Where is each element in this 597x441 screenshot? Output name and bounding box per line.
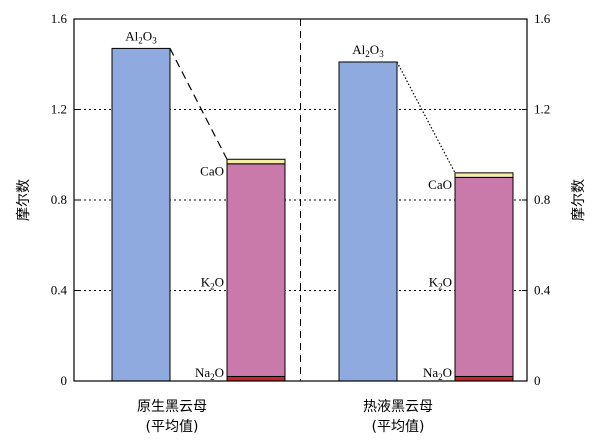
connectors xyxy=(169,48,456,174)
label-na2o: Na2O xyxy=(423,365,452,382)
y-tick-label-left: 1.6 xyxy=(51,11,68,26)
category-sublabel: (平均值) xyxy=(372,419,425,435)
label-k2o: K2O xyxy=(429,275,452,292)
label-al2o3: Al2O3 xyxy=(125,28,157,45)
bar-na2o xyxy=(226,375,286,382)
category-label: 热液黑云母 xyxy=(363,399,433,415)
bar-cao xyxy=(454,172,514,178)
connector-line xyxy=(169,48,228,160)
y-tick-label-left: 0 xyxy=(61,373,68,388)
y-axis-title-left: 摩尔数 xyxy=(15,179,32,221)
bars xyxy=(111,47,514,382)
y-axis-title-right: 摩尔数 xyxy=(570,179,587,221)
label-k2o: K2O xyxy=(201,275,224,292)
y-tick-label-right: 0.4 xyxy=(534,283,551,298)
category-sublabel: (平均值) xyxy=(146,419,199,435)
y-tick-label-left: 0.8 xyxy=(51,192,67,207)
label-na2o: Na2O xyxy=(195,365,224,382)
axis-ticks: 0 0 0.4 0.4 0.8 0.8 1.2 1.2 1.6 1.6 xyxy=(51,11,551,388)
bar-al2o3 xyxy=(338,61,398,382)
y-tick-label-right: 0.8 xyxy=(534,192,550,207)
y-tick-label-left: 0.4 xyxy=(51,283,68,298)
bar-k2o xyxy=(226,163,286,377)
y-tick-label-right: 0 xyxy=(534,373,541,388)
label-cao: CaO xyxy=(428,177,452,192)
label-cao: CaO xyxy=(200,163,224,178)
category-labels: 原生黑云母 (平均值) 热液黑云母 (平均值) xyxy=(137,399,433,435)
y-tick-label-left: 1.2 xyxy=(51,102,67,117)
label-al2o3: Al2O3 xyxy=(352,42,384,59)
connector-line xyxy=(396,61,456,174)
annotations: Al2O3 CaO K2O Na2O Al2O3 CaO K2O Na2O xyxy=(125,28,452,382)
category-label: 原生黑云母 xyxy=(137,399,207,415)
bar-al2o3 xyxy=(111,47,171,382)
bar-cao xyxy=(226,158,286,165)
bar-k2o xyxy=(454,176,514,377)
bar-na2o xyxy=(454,375,514,382)
y-tick-label-right: 1.6 xyxy=(534,11,551,26)
y-tick-label-right: 1.2 xyxy=(534,102,550,117)
